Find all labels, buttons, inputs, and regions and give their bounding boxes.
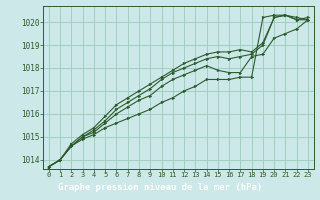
Text: Graphe pression niveau de la mer (hPa): Graphe pression niveau de la mer (hPa) (58, 183, 262, 192)
